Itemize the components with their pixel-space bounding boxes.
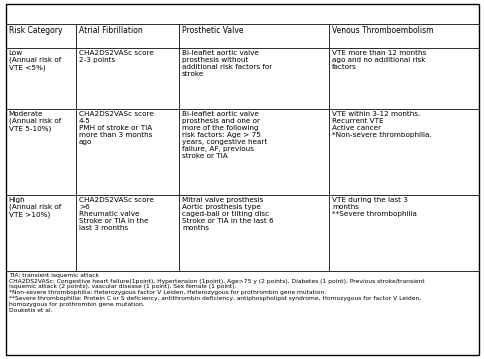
Bar bbox=[329, 108, 478, 195]
Text: VTE within 3-12 months.
Recurrent VTE
Active cancer
*Non-severe thrombophilia.: VTE within 3-12 months. Recurrent VTE Ac… bbox=[332, 111, 431, 137]
Text: Risk Category: Risk Category bbox=[9, 26, 62, 35]
Bar bbox=[329, 48, 478, 108]
Bar bbox=[6, 24, 76, 48]
Bar bbox=[179, 48, 329, 108]
Text: TIA: transient isquemic attack
CHA2DS2VASc: Congestive heart failure(1point), Hy: TIA: transient isquemic attack CHA2DS2VA… bbox=[9, 273, 424, 313]
Bar bbox=[6, 108, 76, 195]
Bar bbox=[76, 48, 179, 108]
Bar bbox=[179, 195, 329, 271]
Bar bbox=[6, 195, 76, 271]
Text: Low
(Annual risk of
VTE <5%): Low (Annual risk of VTE <5%) bbox=[9, 50, 61, 71]
Text: CHA2DS2VASc score
2-3 points: CHA2DS2VASc score 2-3 points bbox=[78, 50, 153, 63]
Text: Atrial Fibrillation: Atrial Fibrillation bbox=[78, 26, 142, 35]
Text: VTE during the last 3
months
**Severe thrombophilia: VTE during the last 3 months **Severe th… bbox=[332, 197, 416, 217]
Text: CHA2DS2VASc score
>6
Rheumatic valve
Stroke or TIA in the
last 3 months: CHA2DS2VASc score >6 Rheumatic valve Str… bbox=[78, 197, 153, 231]
Bar bbox=[329, 24, 478, 48]
Text: Bi-leaflet aortic valve
prosthesis without
additional risk factors for
stroke: Bi-leaflet aortic valve prosthesis witho… bbox=[182, 50, 272, 77]
Text: CHA2DS2VASc score
4-5
PMH of stroke or TIA
more than 3 months
ago: CHA2DS2VASc score 4-5 PMH of stroke or T… bbox=[78, 111, 153, 145]
Bar bbox=[76, 195, 179, 271]
Bar bbox=[179, 24, 329, 48]
Bar bbox=[329, 195, 478, 271]
Bar bbox=[179, 108, 329, 195]
Text: Bi-leaflet aortic valve
prosthesis and one or
more of the following
risk factors: Bi-leaflet aortic valve prosthesis and o… bbox=[182, 111, 267, 159]
Bar bbox=[76, 24, 179, 48]
Bar bbox=[6, 48, 76, 108]
Bar bbox=[6, 4, 478, 24]
Bar bbox=[6, 271, 478, 355]
Text: Moderate
(Annual risk of
VTE 5-10%): Moderate (Annual risk of VTE 5-10%) bbox=[9, 111, 61, 132]
Text: High
(Annual risk of
VTE >10%): High (Annual risk of VTE >10%) bbox=[9, 197, 61, 218]
Text: Mitral valve prosthesis
Aortic prosthesis type
caged-ball or tilting disc
Stroke: Mitral valve prosthesis Aortic prosthesi… bbox=[182, 197, 273, 231]
Text: Prosthetic Valve: Prosthetic Valve bbox=[182, 26, 243, 35]
Bar bbox=[76, 108, 179, 195]
Text: Venous Thromboembolism: Venous Thromboembolism bbox=[332, 26, 433, 35]
Text: VTE more than 12 months
ago and no additional risk
factors: VTE more than 12 months ago and no addit… bbox=[332, 50, 425, 70]
